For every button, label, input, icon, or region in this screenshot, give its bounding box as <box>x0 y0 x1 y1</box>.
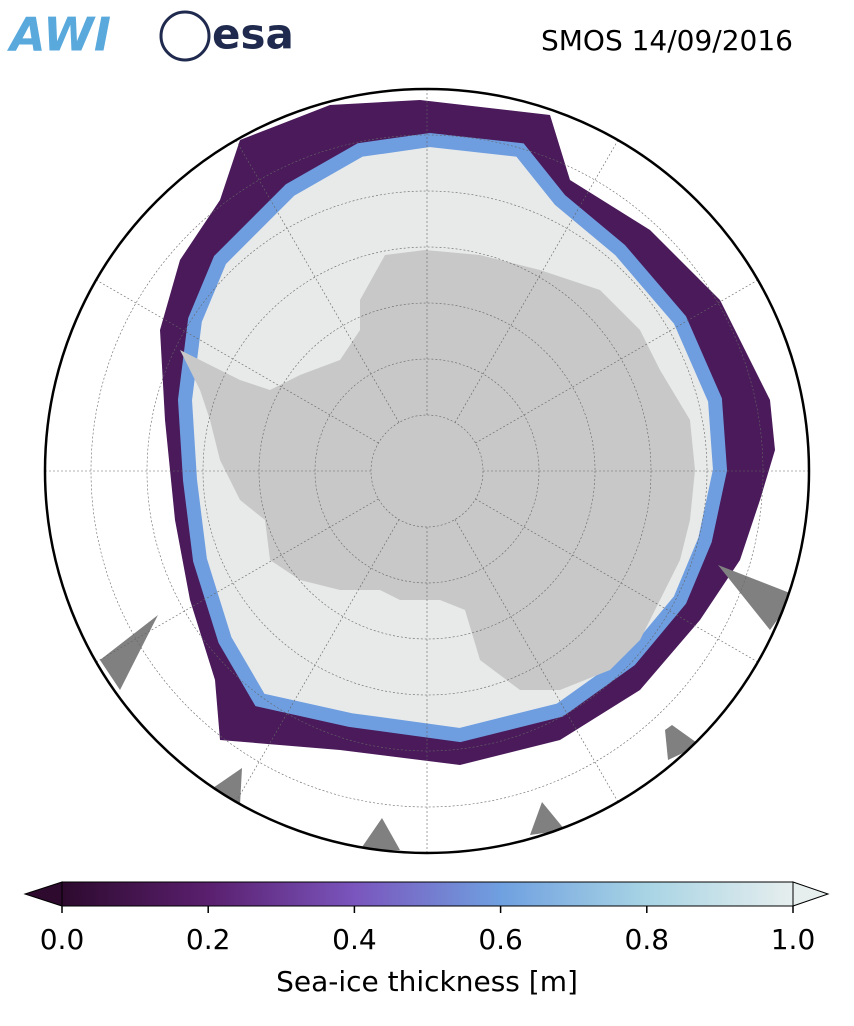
longitude-line <box>80 270 379 444</box>
colorbar-tick-label: 0.2 <box>186 923 231 956</box>
longitude-line <box>454 124 628 423</box>
colorbar-scale <box>61 881 794 907</box>
colorbar-tick-label: 1.0 <box>771 923 816 956</box>
longitude-line <box>475 498 774 672</box>
longitude-line <box>475 270 774 444</box>
colorbar-tick-label: 0.4 <box>332 923 377 956</box>
colorbar-tick-label: 0.6 <box>478 923 523 956</box>
colorbar: 0.0 0.2 0.4 0.6 0.8 1.0 <box>23 881 830 956</box>
esa-logo: esa <box>212 10 294 59</box>
colorbar-extend-high <box>792 881 830 907</box>
graticule <box>45 89 809 853</box>
longitude-line <box>226 124 400 423</box>
map-title: SMOS 14/09/2016 <box>541 24 793 57</box>
colorbar-extend-low <box>23 881 63 907</box>
longitude-line <box>226 519 400 818</box>
longitude-line <box>80 498 379 672</box>
esa-emblem <box>159 10 211 62</box>
antarctica <box>180 250 695 690</box>
awi-logo: AWI <box>7 8 111 62</box>
longitude-line <box>454 519 628 818</box>
map <box>45 89 809 853</box>
colorbar-tick-label: 0.0 <box>40 923 85 956</box>
map-border <box>43 87 811 855</box>
colorbar-tick-label: 0.8 <box>625 923 670 956</box>
colorbar-label: Sea-ice thickness [m] <box>276 965 578 998</box>
